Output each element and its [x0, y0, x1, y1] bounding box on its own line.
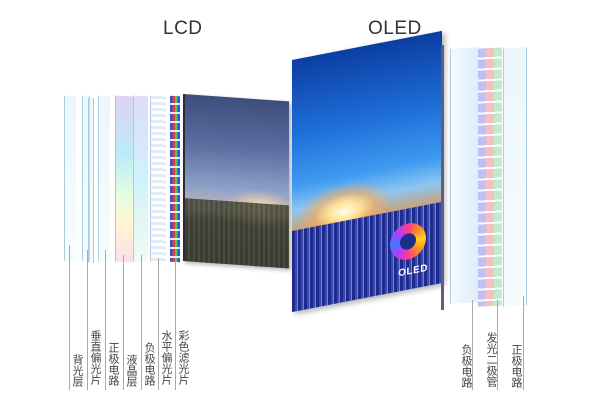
lcd-label-line-2 [87, 250, 88, 390]
oled-label-line-2 [497, 300, 498, 390]
lcd-horizontal-polarizer-layer [150, 95, 166, 263]
lcd-title: LCD [163, 18, 203, 39]
lcd-backlight-layer [64, 95, 76, 262]
oled-title: OLED [368, 18, 422, 39]
oled-label-line-1 [472, 300, 473, 390]
oled-label-positive-circuit: 正极电路 [510, 344, 523, 388]
oled-positive-electrode-layer [503, 47, 527, 307]
lcd-label-liquid-crystal: 液晶层 [125, 354, 138, 387]
lcd-color-filter-layer [170, 95, 180, 263]
oled-label-line-3 [523, 296, 524, 390]
oled-screen-image: OLED [292, 30, 442, 312]
oled-label-led: 发光二极管 [485, 332, 498, 387]
lcd-label-backlight: 背光层 [71, 354, 84, 387]
oled-led-layer [478, 47, 502, 307]
oled-screen-edge [441, 45, 444, 310]
lcd-label-vertical-polarizer: 垂直偏光片 [89, 330, 102, 385]
lcd-label-positive-circuit: 正极电路 [107, 342, 120, 386]
lcd-label-color-filter: 彩色滤光片 [177, 330, 190, 385]
lcd-screen-image [183, 94, 289, 269]
lcd-label-line-5 [141, 255, 142, 390]
oled-label-negative-circuit: 负极电路 [460, 344, 473, 388]
lcd-negative-electrode-layer [133, 95, 148, 263]
lcd-liquid-crystal-layer [115, 95, 133, 263]
lcd-label-line-1 [69, 245, 70, 390]
lcd-label-line-7 [175, 260, 176, 390]
lcd-label-line-4 [123, 255, 124, 390]
lcd-polarizer-sheet [88, 97, 94, 264]
lcd-label-horizontal-polarizer: 水平偏光片 [160, 330, 173, 385]
oled-negative-electrode-layer [450, 47, 478, 304]
lcd-label-line-3 [105, 250, 106, 390]
lcd-label-line-6 [158, 258, 159, 390]
lcd-positive-electrode-layer [98, 95, 110, 262]
lcd-label-negative-circuit: 负极电路 [143, 342, 156, 386]
